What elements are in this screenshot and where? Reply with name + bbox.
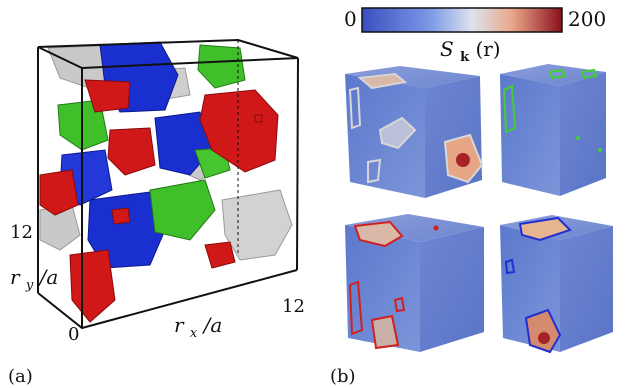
cube-left-face [500, 74, 560, 196]
panel-a: 12 0 12 r y /a r x /a (a) [8, 38, 305, 387]
contour-blob [548, 68, 567, 80]
red-cluster [254, 114, 263, 123]
contour-blob [348, 86, 362, 130]
contour-blob [504, 258, 516, 275]
cube-red-contour [345, 214, 484, 352]
colorbar-title: S k (r) [440, 37, 501, 66]
colorbar-min: 0 [344, 7, 357, 31]
ylabel-rest: /a [38, 265, 59, 289]
xlabel-sub: x [190, 326, 198, 341]
contour-blob [524, 308, 562, 354]
cube-top-face [500, 64, 606, 86]
contour-blob [367, 158, 382, 184]
contour-blob [348, 280, 364, 336]
contour-blob [518, 216, 572, 242]
grey-cluster [221, 189, 293, 261]
axis-tick-x: 12 [282, 296, 305, 317]
axis-tick-origin: 0 [68, 324, 79, 345]
colorbar-title-rest: (r) [475, 37, 500, 61]
xlabel-main: r [174, 313, 185, 337]
contour-blob [370, 314, 400, 350]
ylabel-sub: y [25, 278, 34, 293]
panel-a-label: (a) [8, 366, 33, 387]
red-cluster [204, 241, 236, 269]
red-cluster [84, 79, 131, 113]
colorbar-title-sub: k [460, 50, 470, 65]
cube-right-face [560, 226, 613, 352]
colorbar-title-main: S [440, 37, 454, 61]
contour-blob [357, 72, 408, 90]
red-cluster [39, 169, 79, 216]
contour-blob [580, 68, 598, 80]
contour-blob [378, 116, 417, 150]
cube-top-face [345, 214, 484, 242]
contour-blob [598, 148, 602, 152]
green-cluster [197, 44, 246, 89]
red-cluster [69, 249, 116, 323]
panel-b-label: (b) [330, 366, 356, 387]
colorbar-max: 200 [568, 7, 606, 31]
cube-green-contour [500, 64, 606, 196]
cube-grey-contour [345, 66, 484, 198]
green-cluster [149, 179, 216, 241]
ylabel: r y /a [10, 265, 58, 294]
contour-peak [538, 332, 550, 344]
red-cluster [111, 207, 131, 225]
panel-b: 0 200 S k (r) [330, 7, 613, 387]
contour-blob [353, 220, 404, 248]
cube-right-face [425, 76, 482, 198]
colorbar [361, 7, 563, 33]
cube-blue-contour [500, 215, 613, 354]
cube-wireframe [37, 38, 299, 330]
contour-blob [433, 225, 439, 231]
contour-peak [456, 153, 470, 167]
xlabel: r x /a [174, 313, 222, 342]
red-cluster [199, 89, 279, 173]
cube-top-face [345, 66, 480, 88]
cluster-voxels [39, 41, 293, 323]
cube-right-face [420, 227, 484, 352]
cube-left-face [345, 225, 420, 352]
red-cluster [107, 127, 156, 176]
cube-right-face [560, 72, 606, 196]
contour-blob [502, 84, 517, 134]
xlabel-rest: /a [202, 313, 223, 337]
axis-tick-y: 12 [10, 222, 33, 243]
contour-blob [393, 296, 406, 313]
ylabel-main: r [10, 265, 21, 289]
contour-blob [576, 136, 580, 140]
